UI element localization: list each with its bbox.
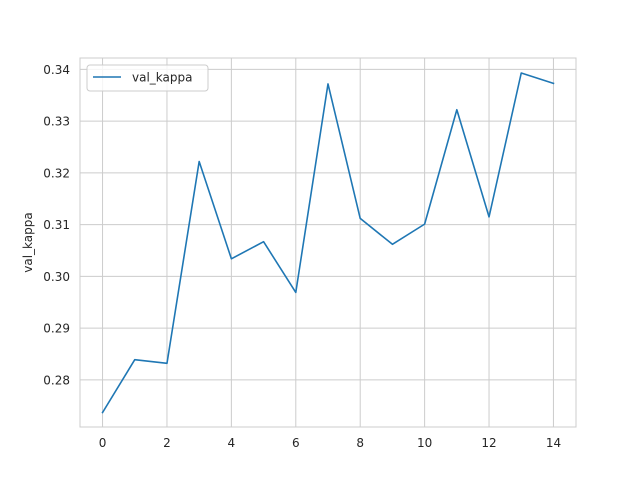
series-group — [101, 72, 555, 414]
x-tick-labels: 0 2 4 6 8 10 12 14 — [99, 436, 561, 450]
y-tick-label: 0.31 — [43, 218, 70, 232]
grid — [80, 58, 576, 427]
axes-frame — [79, 57, 577, 428]
y-tick-label: 0.30 — [43, 270, 70, 284]
x-tick-label: 2 — [163, 436, 171, 450]
y-tick-labels: 0.28 0.29 0.30 0.31 0.32 0.33 0.34 — [43, 63, 70, 388]
y-tick-label: 0.33 — [43, 115, 70, 129]
y-axis-label: val_kappa — [21, 212, 35, 272]
y-tick-label: 0.29 — [43, 322, 70, 336]
x-tick-label: 0 — [99, 436, 107, 450]
x-tick-label: 4 — [228, 436, 236, 450]
y-tick-label: 0.34 — [43, 63, 70, 77]
x-tick-label: 6 — [292, 436, 300, 450]
y-tick-label: 0.32 — [43, 166, 70, 180]
x-tick-label: 12 — [481, 436, 496, 450]
legend-box — [86, 64, 209, 92]
x-tick-label: 10 — [417, 436, 432, 450]
y-tick-label: 0.28 — [43, 373, 70, 387]
x-tick-label: 14 — [546, 436, 561, 450]
legend-label: val_kappa — [132, 71, 192, 85]
legend: val_kappa — [86, 64, 209, 92]
series-line — [101, 72, 555, 414]
x-tick-label: 8 — [356, 436, 364, 450]
